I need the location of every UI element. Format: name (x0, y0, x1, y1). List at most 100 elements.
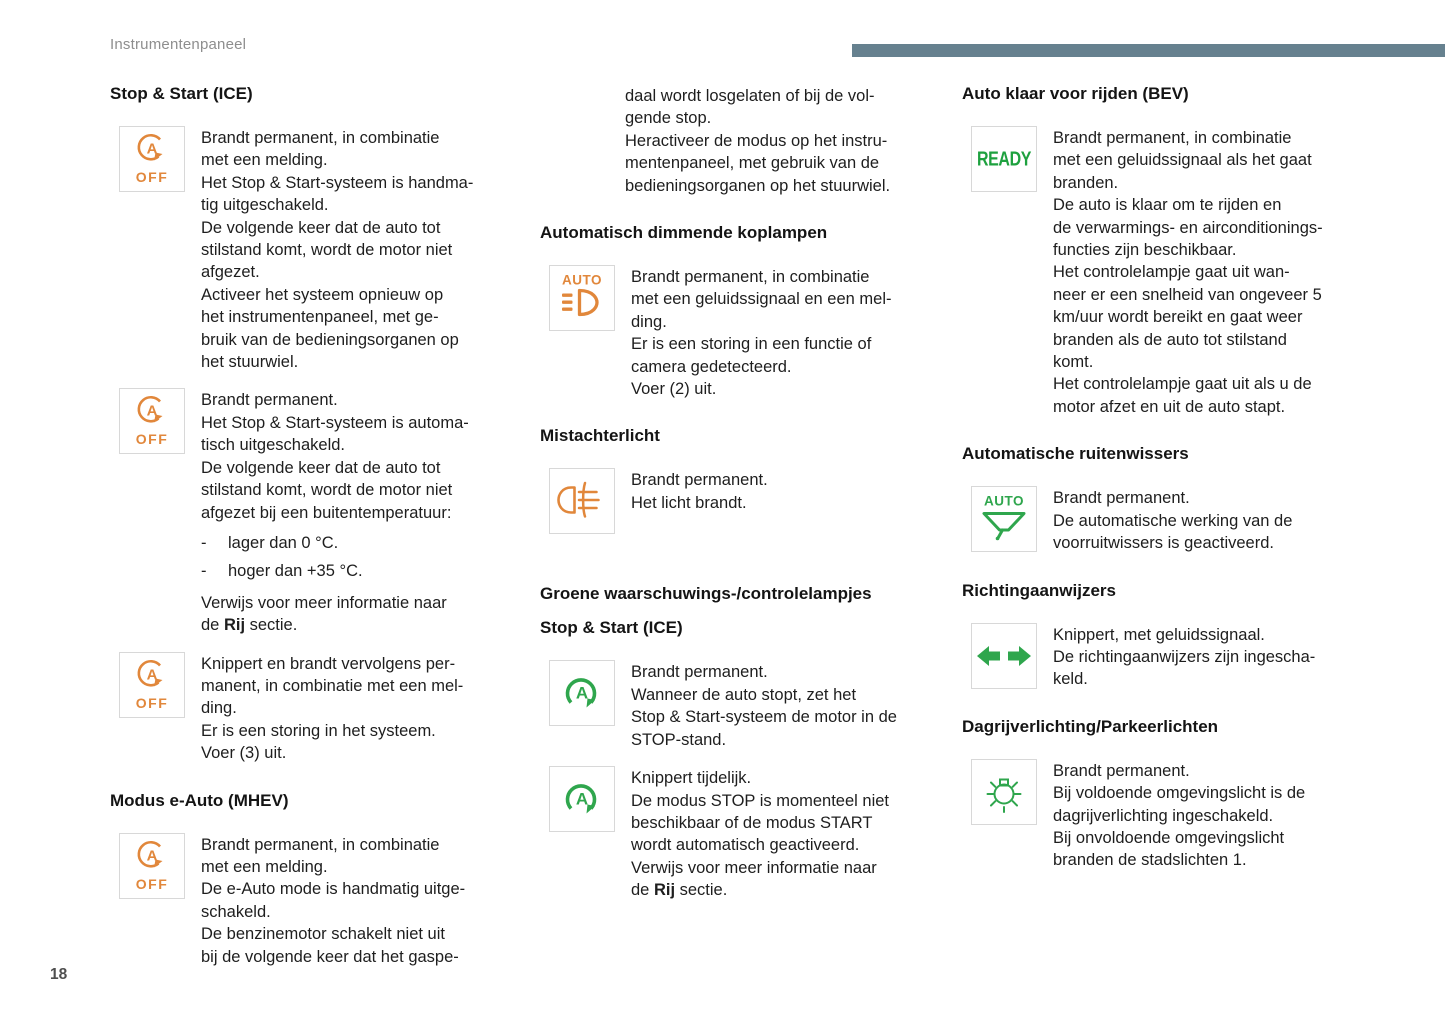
indicator-description: Brandt permanent, in combinatie met een m… (201, 126, 473, 373)
column-middle: daal wordt losgelaten of bij de vol-gend… (540, 84, 945, 902)
stop-start-off-amber-icon: A OFF (119, 651, 185, 718)
section-heading: Dagrijverlichting/Parkeerlichten (962, 716, 1219, 736)
paragraph: Brandt permanent. Wanneer de auto stopt, … (631, 661, 897, 751)
svg-text:A: A (147, 141, 158, 158)
text-line: Knippert en brandt vervolgens per- (201, 654, 456, 673)
text-line: de verwarmings- en airconditionings- (1053, 218, 1323, 237)
text-line: keld. (1053, 670, 1088, 689)
svg-text:A: A (147, 403, 158, 420)
text-line: Brandt permanent, in combinatie (201, 835, 440, 854)
text-line: Brandt permanent. (201, 391, 338, 410)
text-line: De modus STOP is momenteel niet (631, 791, 890, 810)
section-heading: Stop & Start (ICE) (540, 618, 683, 638)
svg-text:A: A (576, 684, 588, 703)
text-line: functies zijn beschikbaar. (1053, 241, 1237, 260)
text-line: motor afzet en uit de auto stapt. (1053, 397, 1286, 416)
indicator-description: Brandt permanent, in combinatie met een g… (1053, 126, 1323, 418)
section-heading: Automatische ruitenwissers (962, 444, 1189, 464)
indicator-entry: READY Brandt permanent, in combinatie met… (962, 126, 1392, 418)
indicator-description: Brandt permanent. Het licht brandt. (631, 468, 768, 514)
paragraph: Knippert, met geluidssignaal. De richting… (1053, 624, 1315, 691)
section-heading: Richtingaanwijzers (962, 580, 1116, 600)
stop-start-green-icon: A (549, 766, 615, 833)
text-line: manent, in combinatie met een mel- (201, 676, 464, 695)
paragraph: Brandt permanent, in combinatie met een g… (631, 266, 892, 400)
indicator-entry: AUTO Brandt permanent. De automatische we… (962, 486, 1392, 554)
section-heading: Modus e-Auto (MHEV) (110, 790, 289, 810)
auto-wipers-green-icon: AUTO (971, 486, 1037, 553)
masthead-label: Instrumentenpaneel (110, 36, 247, 53)
indicator-description: daal wordt losgelaten of bij de vol-gend… (625, 84, 890, 197)
text-line: tig uitgeschakeld. (201, 196, 329, 215)
svg-text:OFF: OFF (136, 695, 169, 711)
svg-text:AUTO: AUTO (562, 273, 602, 288)
text-line: Er is een storing in het systeem. (201, 721, 436, 740)
text-line: Stop & Start-systeem de motor in de (631, 708, 897, 727)
text-line: Verwijs voor meer informatie naar (201, 593, 447, 612)
bullet-item: - hoger dan +35 °C. (201, 562, 363, 581)
text-line: Wanneer de auto stopt, zet het (631, 685, 857, 704)
text-line: Bij voldoende omgevingslicht is de (1053, 784, 1306, 803)
text-line: Voer (2) uit. (631, 380, 717, 399)
indicator-description: Brandt permanent. De automatische werking… (1053, 486, 1292, 554)
daytime-running-lights-green-icon (971, 758, 1037, 825)
paragraph: Brandt permanent. Bij voldoende omgevings… (1053, 760, 1305, 872)
text-line: De e-Auto mode is handmatig uitge- (201, 880, 466, 899)
text-line: met een melding. (201, 857, 328, 876)
text-line: Brandt permanent. (1053, 761, 1190, 780)
text-line: komt. (1053, 353, 1094, 372)
svg-text:A: A (147, 666, 158, 683)
turn-signals-green-icon (971, 622, 1037, 689)
text-line: schakeld. (201, 902, 271, 921)
paragraph: Brandt permanent, in combinatie met een m… (201, 834, 465, 968)
text-line: ding. (201, 699, 237, 718)
text-line: beschikbaar of de modus START (631, 813, 873, 832)
text-line: Knippert tijdelijk. (631, 769, 752, 788)
stop-start-off-amber-icon: A OFF (119, 126, 185, 192)
paragraph: Knippert en brandt vervolgens per-manent… (201, 653, 463, 765)
text-line: Brandt permanent. (631, 663, 768, 682)
paragraph: Brandt permanent. Het licht brandt. (631, 469, 768, 514)
text-line: daal wordt losgelaten of bij de vol- (625, 87, 875, 105)
paragraph: daal wordt losgelaten of bij de vol-gend… (625, 85, 890, 197)
text-line: Het controlelampje gaat uit als u de (1053, 375, 1312, 394)
text-line: wordt automatisch geactiveerd. (631, 836, 860, 855)
text-line: bij de volgende keer dat het gaspe- (201, 947, 459, 966)
text-line: km/uur wordt bereikt en gaat weer (1053, 308, 1303, 327)
page-number: 18 (50, 966, 68, 983)
text-line: Brandt permanent, in combinatie (201, 129, 440, 147)
indicator-entry: A Brandt permanent. Wanneer de auto stopt… (540, 660, 945, 751)
text-line: De volgende keer dat de auto tot (201, 218, 441, 237)
indicator-description: Brandt permanent. Het Stop & Start-systee… (201, 388, 469, 636)
text-line: het stuurwiel. (201, 353, 299, 372)
indicator-entry: A OFF Brandt permanent, in combinatie met… (110, 832, 515, 968)
indicator-entry: A OFF Brandt permanent. Het Stop & Start-… (110, 388, 515, 636)
text-line: mentenpaneel, met gebruik van de (625, 154, 880, 173)
text-line: dagrijverlichting ingeschakeld. (1053, 806, 1274, 825)
section-heading: Auto klaar voor rijden (BEV) (962, 84, 1189, 103)
text-line: Brandt permanent, in combinatie (1053, 129, 1292, 147)
section-heading: Mistachterlicht (540, 426, 660, 446)
paragraph: Brandt permanent. Het Stop & Start-systee… (201, 389, 469, 523)
text-line: De automatische werking van de (1053, 511, 1293, 530)
stop-start-off-amber-icon: A OFF (119, 388, 185, 455)
stop-start-off-amber-icon: A OFF (119, 832, 185, 899)
paragraph: Knippert tijdelijk. De modus STOP is mome… (631, 767, 889, 901)
text-line: Verwijs voor meer informatie naar (631, 858, 877, 877)
section-heading: Automatisch dimmende koplampen (540, 223, 828, 243)
text-line: afgezet. (201, 263, 260, 282)
paragraph: Verwijs voor meer informatie naar de Rij … (201, 592, 469, 637)
svg-text:READY: READY (977, 147, 1031, 170)
text-line: Bij onvoldoende omgevingslicht (1053, 828, 1285, 847)
text-line: Activeer het systeem opnieuw op (201, 285, 444, 304)
indicator-entry: AUTO Brandt permanent, in combinatie met … (540, 265, 945, 400)
text-line: STOP-stand. (631, 730, 727, 749)
rear-fog-light-amber-icon (549, 468, 615, 535)
bullet-list: - lager dan 0 °C. - hoger dan +35 °C. (201, 532, 469, 583)
section-heading: Groene waarschuwings-/controlelampjes (540, 584, 872, 604)
text-line: Het Stop & Start-systeem is handma- (201, 173, 474, 192)
bullet-item: - lager dan 0 °C. (201, 533, 339, 552)
text-line: Brandt permanent. (631, 471, 768, 490)
paragraph: Brandt permanent, in combinatie met een g… (1053, 127, 1323, 418)
